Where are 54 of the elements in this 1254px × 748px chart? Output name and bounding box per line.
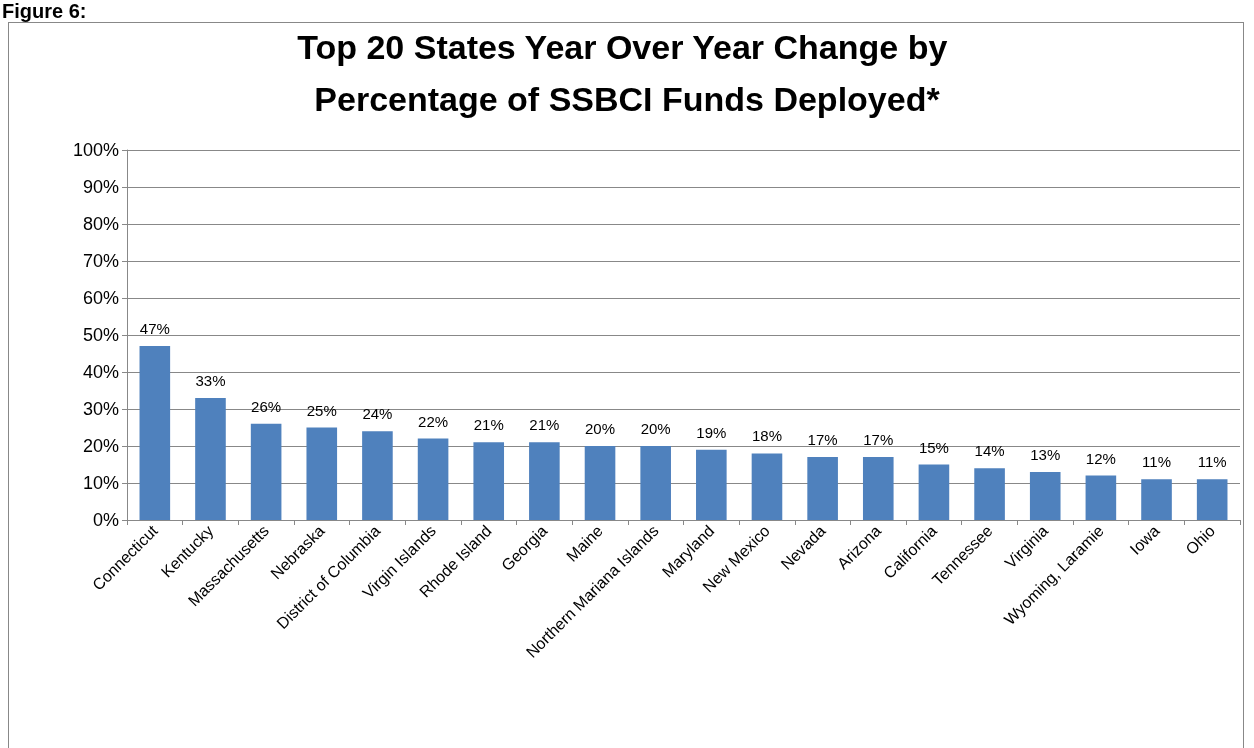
bar (195, 397, 226, 520)
data-label: 26% (251, 397, 282, 415)
y-tick-label: 70% (82, 251, 119, 271)
data-label: 13% (1030, 445, 1061, 463)
bar (1196, 479, 1228, 520)
data-label: 12% (1085, 449, 1116, 467)
data-label: 17% (863, 431, 894, 449)
y-tick-label: 100% (72, 140, 119, 160)
bar (974, 468, 1005, 520)
bar (918, 464, 950, 520)
y-tick-label: 50% (82, 325, 119, 345)
bar (584, 446, 616, 520)
data-label: 18% (751, 427, 782, 445)
bar (1085, 475, 1117, 520)
data-label: 24% (362, 405, 393, 423)
caption: Figure 6: (2, 0, 87, 23)
bar (417, 438, 449, 520)
data-label: 21% (473, 416, 504, 434)
bar (751, 453, 783, 520)
bar (362, 431, 393, 520)
bar (529, 442, 560, 520)
bar (473, 442, 505, 520)
bar (640, 446, 671, 520)
data-label: 21% (529, 416, 560, 434)
bar (807, 457, 838, 520)
bar (306, 427, 338, 520)
bar (862, 457, 894, 520)
bar (250, 423, 282, 520)
data-label: 47% (139, 320, 170, 338)
x-tick-label: Ohio (1182, 521, 1219, 558)
y-tick-label: 20% (82, 436, 119, 456)
bar (1029, 471, 1061, 520)
y-tick-label: 60% (82, 288, 119, 308)
y-tick-label: 90% (82, 177, 119, 197)
bar (696, 449, 727, 520)
bar (1141, 479, 1172, 520)
data-label: 19% (696, 423, 727, 441)
data-label: 33% (195, 371, 226, 389)
y-tick-label: 30% (82, 399, 119, 419)
y-tick-label: 40% (82, 362, 119, 382)
data-label: 15% (918, 438, 949, 456)
data-label: 20% (585, 420, 616, 437)
data-label: 20% (640, 420, 671, 437)
chart-title: Top 20 States Year Over Year Change by Percentage of SSBCI Funds Deployed* (297, 28, 957, 118)
data-label: 11% (1142, 453, 1171, 471)
y-tick-label: 0% (92, 510, 119, 530)
data-label: 14% (974, 442, 1005, 460)
data-label: 17% (807, 431, 838, 449)
data-label: 11% (1197, 453, 1227, 471)
data-label: 22% (418, 412, 449, 430)
y-tick-label: 10% (82, 473, 119, 493)
data-label: 25% (306, 401, 337, 419)
bar (139, 346, 171, 520)
y-tick-label: 80% (82, 214, 119, 234)
